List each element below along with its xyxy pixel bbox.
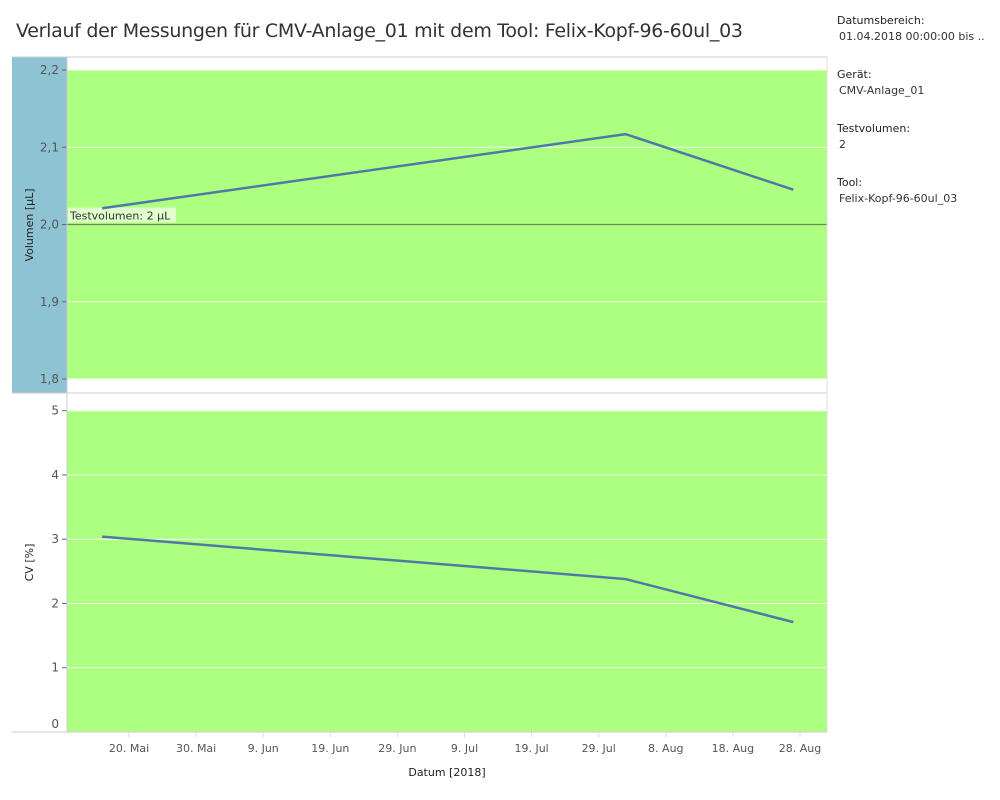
x-tick-label: 30. Mai	[176, 742, 216, 755]
y-tick-label: 2,1	[40, 140, 59, 154]
filter-value: CMV-Anlage_01	[839, 84, 925, 97]
x-tick-label: 9. Jul	[451, 742, 478, 755]
y-tick-label: 1,8	[40, 372, 59, 386]
x-tick-label: 9. Jun	[248, 742, 279, 755]
x-tick-label: 28. Aug	[779, 742, 821, 755]
y-tick-label: 0	[51, 717, 59, 731]
y-axis-highlight	[12, 57, 67, 393]
filter-value: Felix-Kopf-96-60ul_03	[839, 192, 958, 205]
reference-label-bg	[68, 207, 176, 223]
filter-label: Datumsbereich:	[837, 14, 925, 27]
x-tick-label: 8. Aug	[648, 742, 683, 755]
x-tick-label: 20. Mai	[109, 742, 149, 755]
filter-test-volume[interactable]: Testvolumen: 2	[837, 122, 985, 151]
filter-device[interactable]: Gerät: CMV-Anlage_01	[837, 68, 985, 97]
x-tick-label: 19. Jul	[514, 742, 548, 755]
y-tick-label: 2	[51, 596, 59, 610]
filter-value: 01.04.2018 00:00:00 bis ..	[839, 30, 985, 43]
reference-line-label: Testvolumen: 2 µL	[69, 210, 171, 223]
filter-value: 2	[839, 138, 846, 151]
filter-date-range[interactable]: Datumsbereich: 01.04.2018 00:00:00 bis .…	[837, 14, 985, 43]
x-tick-label: 29. Jul	[582, 742, 616, 755]
y-tick-label: 1,9	[40, 295, 59, 309]
y-tick-label: 3	[51, 532, 59, 546]
x-tick-label: 18. Aug	[712, 742, 754, 755]
y-tick-label: 2,2	[40, 63, 59, 77]
filter-label: Testvolumen:	[837, 122, 911, 135]
y-tick-label: 5	[51, 404, 59, 418]
filter-panel: Datumsbereich: 01.04.2018 00:00:00 bis .…	[837, 14, 985, 230]
y-axis-title: Volumen [µL]	[23, 188, 36, 261]
filter-label: Gerät:	[837, 68, 872, 81]
x-tick-label: 19. Jun	[311, 742, 349, 755]
x-axis-title: Datum [2018]	[408, 766, 485, 779]
filter-label: Tool:	[837, 176, 863, 189]
y-tick-label: 1	[51, 661, 59, 675]
x-tick-label: 29. Jun	[378, 742, 416, 755]
y-tick-label: 4	[51, 468, 59, 482]
y-tick-label: 2,0	[40, 218, 59, 232]
tolerance-band	[67, 410, 827, 732]
filter-tool[interactable]: Tool: Felix-Kopf-96-60ul_03	[837, 176, 985, 205]
y-axis-title: CV [%]	[23, 544, 36, 582]
dashboard-title: Verlauf der Messungen für CMV-Anlage_01 …	[16, 20, 743, 42]
